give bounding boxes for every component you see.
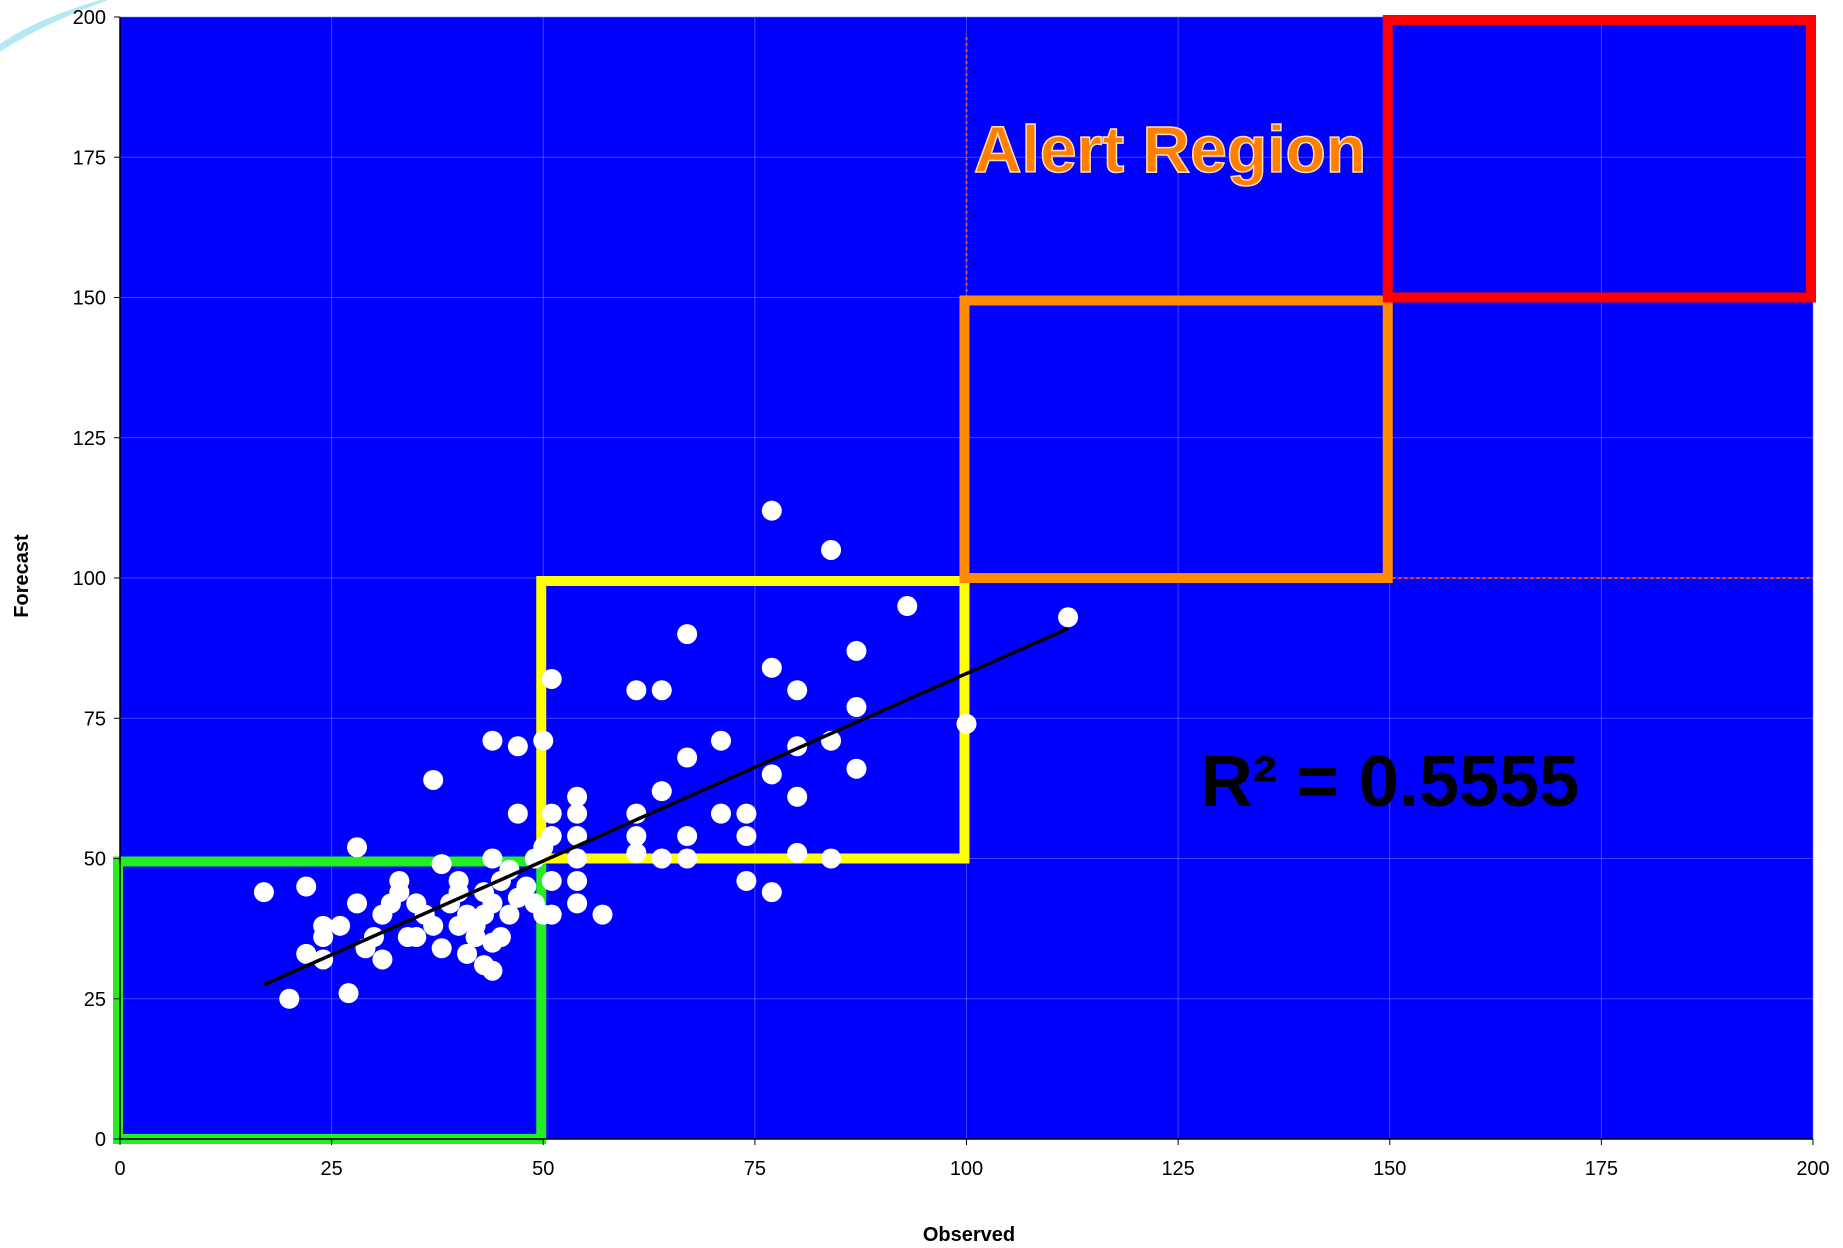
x-tick-label: 0: [114, 1158, 125, 1180]
y-tick-label: 25: [84, 989, 106, 1011]
data-point: [541, 803, 562, 824]
data-point: [567, 786, 588, 807]
y-tick-label: 150: [73, 288, 106, 310]
data-point: [533, 730, 554, 751]
r-squared-label: R² = 0.5555: [1201, 742, 1579, 822]
x-tick-label: 125: [1161, 1158, 1194, 1180]
data-point: [1058, 607, 1079, 628]
alert-region-label: Alert Region: [974, 112, 1366, 186]
data-point: [736, 826, 757, 847]
trendline: [263, 626, 1069, 987]
data-point: [296, 876, 317, 897]
x-tick-label: 150: [1373, 1158, 1406, 1180]
data-point: [423, 915, 444, 936]
data-point: [541, 668, 562, 689]
data-point: [677, 747, 698, 768]
data-point: [406, 927, 427, 948]
data-point: [736, 870, 757, 891]
data-point: [846, 758, 867, 779]
data-point: [761, 657, 782, 678]
data-point: [457, 943, 478, 964]
x-tick-label: 25: [321, 1158, 343, 1180]
data-point: [296, 943, 317, 964]
data-point: [499, 904, 520, 925]
data-point: [897, 596, 918, 617]
data-point: [761, 882, 782, 903]
data-point: [338, 983, 359, 1004]
data-point: [567, 848, 588, 869]
data-point: [651, 781, 672, 802]
data-point: [330, 915, 351, 936]
data-point: [846, 697, 867, 718]
x-axis-title: Observed: [923, 1224, 1015, 1246]
region-box: [959, 295, 1393, 583]
data-point: [389, 870, 410, 891]
data-point: [313, 915, 334, 936]
x-tick-label: 50: [532, 1158, 554, 1180]
data-point: [626, 826, 647, 847]
data-point: [448, 870, 469, 891]
data-point: [567, 803, 588, 824]
data-point: [626, 680, 647, 701]
y-tick-label: 50: [84, 849, 106, 871]
data-point: [677, 826, 698, 847]
data-point: [516, 876, 537, 897]
x-tick-label: 75: [744, 1158, 766, 1180]
data-point: [482, 848, 503, 869]
data-point: [956, 713, 977, 734]
x-tick-label: 200: [1796, 1158, 1829, 1180]
data-point: [541, 870, 562, 891]
data-point: [677, 848, 698, 869]
data-point: [482, 893, 503, 914]
data-point: [846, 640, 867, 661]
y-tick-label: 125: [73, 428, 106, 450]
y-axis-title: Forecast: [11, 534, 33, 618]
tick-labels: 0 25 50 75 100 125 150 175 200 0 25 50 75 100 125 150 17…: [73, 7, 1830, 1180]
data-point: [761, 764, 782, 785]
region-box: [1382, 15, 1816, 303]
data-point: [626, 842, 647, 863]
x-tick-label: 100: [950, 1158, 983, 1180]
data-point: [507, 736, 528, 757]
data-point: [541, 904, 562, 925]
data-point: [592, 904, 613, 925]
y-tick-label: 0: [95, 1129, 106, 1151]
data-point: [423, 769, 444, 790]
data-point: [347, 837, 368, 858]
data-point: [431, 938, 452, 959]
data-point: [347, 893, 368, 914]
data-point: [761, 500, 782, 521]
data-point: [677, 624, 698, 645]
data-point: [567, 826, 588, 847]
data-point: [821, 848, 842, 869]
data-point: [651, 680, 672, 701]
y-tick-label: 175: [73, 147, 106, 169]
y-tick-label: 100: [73, 568, 106, 590]
data-point: [541, 826, 562, 847]
data-point: [787, 680, 808, 701]
data-point: [651, 848, 672, 869]
data-point: [821, 539, 842, 560]
data-point: [490, 927, 511, 948]
data-point: [787, 842, 808, 863]
data-point: [279, 988, 300, 1009]
data-point: [736, 803, 757, 824]
y-tick-label: 200: [73, 7, 106, 29]
data-point: [711, 803, 732, 824]
data-point: [507, 803, 528, 824]
y-tick-label: 75: [84, 708, 106, 730]
data-point: [787, 786, 808, 807]
data-point: [431, 854, 452, 875]
trendline-group: [263, 626, 1069, 987]
data-point: [372, 949, 393, 970]
data-point: [567, 870, 588, 891]
data-point: [482, 960, 503, 981]
x-tick-label: 175: [1585, 1158, 1618, 1180]
data-point: [567, 893, 588, 914]
data-points: [253, 500, 1079, 1009]
data-point: [711, 730, 732, 751]
data-point: [253, 882, 274, 903]
data-point: [482, 730, 503, 751]
